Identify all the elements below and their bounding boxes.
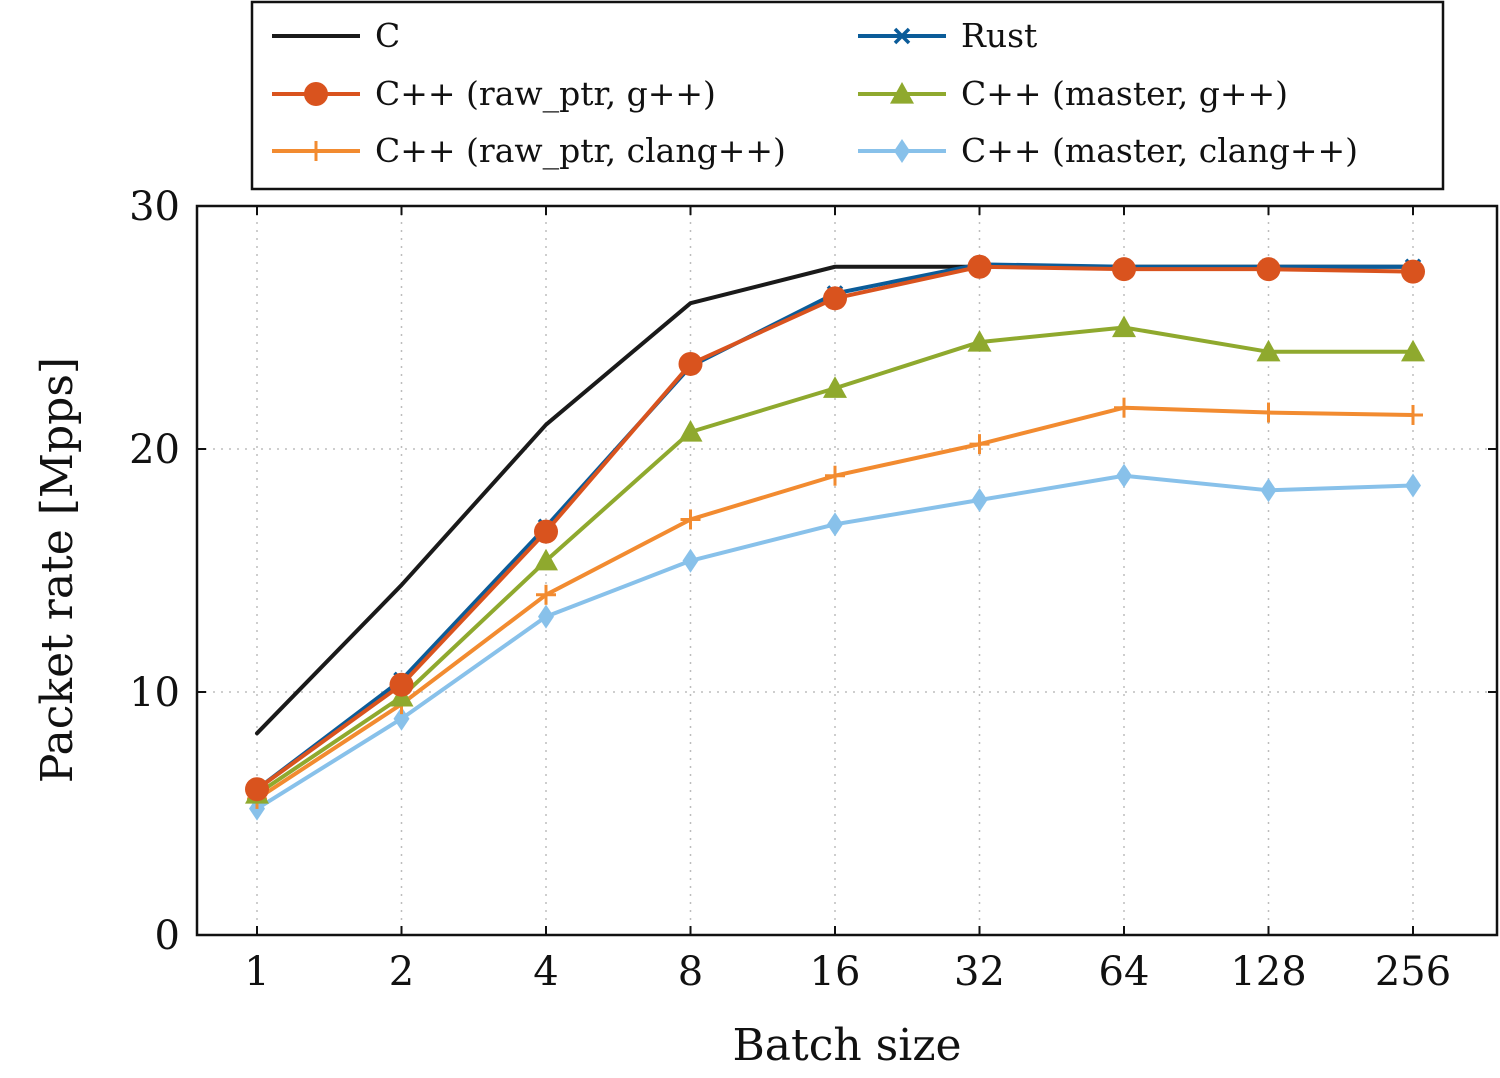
legend-entry-rust: Rust [858, 16, 1037, 55]
data-point-c-master-clang [827, 512, 843, 537]
data-point-c-raw-ptr-g [389, 672, 414, 697]
data-point-c-master-g [967, 330, 992, 352]
data-point-c-raw-ptr-clang [536, 584, 556, 605]
data-point-c-master-g [534, 548, 558, 571]
axis-ticks: 1 2 4 8 16 32 64 128 256 0 10 20 30 [129, 184, 1497, 995]
y-tick-label: 0 [155, 913, 180, 959]
data-point-c-raw-ptr-g [1112, 257, 1136, 282]
y-axis-title: Packet rate [Mpps] [32, 357, 83, 783]
legend-entry-c-master-g: C++ (master, g++) [858, 74, 1288, 113]
legend-label: C++ (raw_ptr, clang++) [375, 131, 786, 171]
x-tick-label: 8 [678, 949, 703, 995]
legend-swatch-marker [893, 27, 911, 45]
data-point-c-master-clang [393, 706, 410, 731]
data-point-c-master-clang [682, 548, 699, 573]
data-point-c-master-clang [971, 488, 988, 513]
data-point-c-master-clang [538, 604, 554, 629]
legend-label: C++ (raw_ptr, g++) [375, 74, 716, 114]
legend: C Rust C++ (raw_ptr, g++) C++ (master, g++)… [250, 0, 1445, 191]
data-point-c-master-clang [1405, 473, 1421, 498]
plot-area-frame [195, 204, 1499, 937]
data-point-c-master-clang [1116, 463, 1132, 488]
y-tick-label: 30 [129, 184, 180, 230]
data-point-c-master-g [823, 376, 847, 398]
legend-entry-c-master-clang: C++ (master, clang++) [858, 131, 1358, 170]
data-point-c-master-g [1401, 339, 1425, 362]
data-point-c-raw-ptr-clang [825, 465, 845, 486]
data-point-c-raw-ptr-clang [969, 434, 990, 455]
legend-swatch-marker [306, 141, 326, 161]
data-point-c-raw-ptr-g [678, 351, 703, 376]
x-tick-label: 32 [954, 949, 1005, 995]
x-tick-label: 16 [810, 949, 861, 995]
x-axis-title: Batch size [732, 1020, 961, 1071]
series-c-raw-ptr-g [245, 254, 1425, 802]
data-point-c-raw-ptr-g [245, 777, 269, 802]
data-point-c-raw-ptr-clang [680, 509, 701, 530]
x-tick-label: 1 [244, 949, 269, 995]
legend-entry-c: C [272, 16, 400, 55]
x-tick-label: 256 [1375, 949, 1451, 995]
legend-frame [250, 0, 1445, 191]
x-tick-label: 64 [1099, 949, 1150, 995]
data-point-c-raw-ptr-g [967, 254, 992, 279]
legend-label: C++ (master, g++) [961, 74, 1288, 113]
legend-swatch-marker [304, 82, 328, 106]
legend-swatch-marker [890, 82, 914, 104]
legend-label: C++ (master, clang++) [961, 131, 1358, 170]
legend-entry-c-raw-ptr-clang: C++ (raw_ptr, clang++) [272, 131, 786, 171]
data-point-c-raw-ptr-clang [1258, 402, 1279, 423]
series-c-master-g [245, 315, 1425, 804]
data-point-c-raw-ptr-g [1256, 257, 1281, 282]
series-c-master-clang [249, 463, 1421, 821]
legend-swatch-marker [894, 139, 910, 163]
x-tick-label: 128 [1230, 949, 1306, 995]
y-tick-label: 10 [129, 670, 180, 716]
x-tick-label: 4 [533, 949, 558, 995]
data-point-c-raw-ptr-g [534, 519, 558, 544]
data-point-c-master-clang [1260, 478, 1277, 503]
data-point-c-raw-ptr-g [823, 286, 847, 311]
data-point-c-master-g [1112, 315, 1136, 338]
legend-entry-c-raw-ptr-g: C++ (raw_ptr, g++) [272, 74, 716, 114]
data-point-c-raw-ptr-g [1401, 259, 1425, 284]
y-tick-label: 20 [129, 427, 180, 473]
legend-label: C [375, 16, 400, 55]
x-tick-label: 2 [389, 949, 414, 995]
data-point-c-master-g [1256, 339, 1281, 362]
series-lines [245, 254, 1425, 821]
data-point-c-raw-ptr-clang [1114, 397, 1134, 418]
x-stroke-b [893, 27, 911, 45]
legend-label: Rust [961, 16, 1037, 55]
data-point-c-raw-ptr-clang [1403, 404, 1423, 425]
data-point-c-master-g [678, 419, 703, 442]
